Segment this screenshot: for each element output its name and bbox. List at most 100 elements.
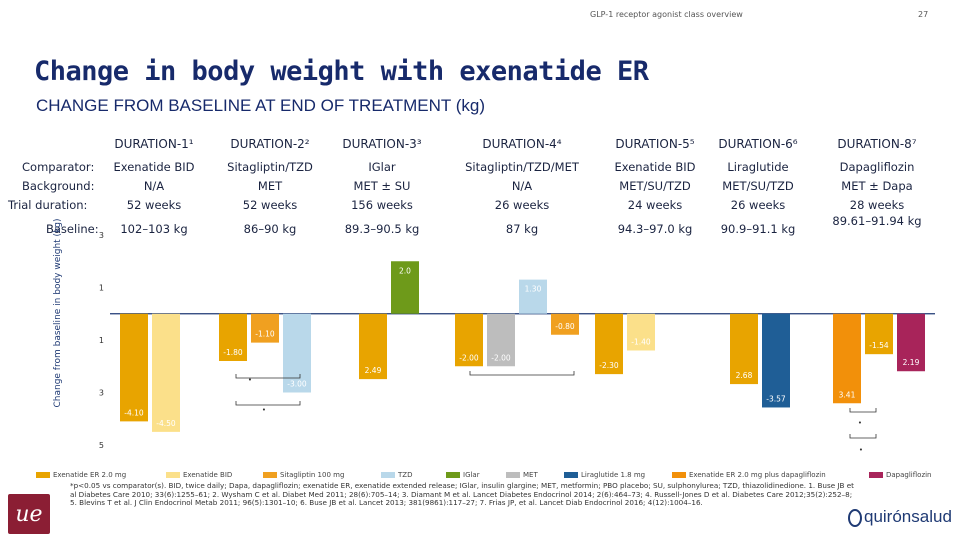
data-label: -2.00 [491, 353, 511, 362]
y-tick-label: 1 [99, 336, 104, 345]
table-cell-background: MET [257, 179, 283, 193]
table-cell-baseline: 102–103 kg [120, 222, 188, 236]
significance-bracket [849, 434, 877, 439]
page-subtitle: CHANGE FROM BASELINE AT END OF TREATMENT… [36, 96, 485, 115]
bar [283, 313, 311, 393]
page-number: 27 [918, 10, 929, 19]
table-cell-comparator: Dapagliflozin [839, 160, 915, 174]
chart-legend: Exenatide ER 2.0 mg Exenatide BID Sitaglip… [36, 471, 936, 481]
table-cell-baseline: 86–90 kg [243, 222, 297, 236]
quironsalud-logo-icon [848, 508, 862, 527]
legend-swatch [263, 472, 277, 478]
row-label-background: Background: [22, 179, 95, 193]
table-cell-comparator: Sitagliptin/TZD/MET [465, 160, 579, 174]
table-cell-background: MET ± SU [353, 179, 411, 193]
significance-marker: • [859, 446, 863, 454]
bar [120, 313, 148, 422]
legend-swatch [446, 472, 460, 478]
bar [359, 313, 387, 380]
legend-swatch [506, 472, 520, 478]
table-cell-duration: 52 weeks [242, 198, 298, 212]
y-tick-label: 1 [99, 284, 104, 293]
data-label: -1.40 [631, 338, 651, 347]
legend-item: Exenatide BID [166, 471, 232, 479]
significance-marker: • [262, 406, 266, 414]
table-cell-name: DURATION-6⁶ [718, 137, 798, 151]
quironsalud-logo: quirónsalud [848, 507, 952, 527]
legend-swatch [36, 472, 50, 478]
legend-swatch [672, 472, 686, 478]
header-subject: GLP-1 receptor agonist class overview [590, 10, 743, 19]
legend-label: Exenatide ER 2.0 mg plus dapagliflozin [689, 471, 826, 479]
legend-label: Sitagliptin 100 mg [280, 471, 345, 479]
table-cell-comparator: IGlar [368, 160, 396, 174]
row-label-trial-duration: Trial duration: [8, 198, 88, 212]
bar [487, 313, 515, 367]
data-label: -1.10 [255, 330, 275, 339]
bar [762, 313, 790, 408]
bar [627, 313, 655, 351]
table-cell-comparator: Exenatide BID [113, 160, 195, 174]
significance-bracket [235, 374, 301, 379]
table-cell-duration: 26 weeks [730, 198, 786, 212]
table-cell-background: MET ± Dapa [841, 179, 913, 193]
bar [152, 313, 180, 432]
data-label: -4.10 [124, 408, 144, 417]
table-cell-baseline: 94.3–97.0 kg [617, 222, 693, 236]
legend-item: Liraglutide 1.8 mg [564, 471, 645, 479]
legend-swatch [869, 472, 883, 478]
data-label: 1.30 [525, 285, 542, 294]
table-cell-background: N/A [143, 179, 165, 193]
bar [865, 313, 893, 355]
significance-bracket [849, 408, 877, 413]
table-cell-background: MET/SU/TZD [619, 179, 691, 193]
data-label: -2.00 [459, 353, 479, 362]
y-tick-label: 5 [99, 441, 104, 450]
table-cell-baseline: 87 kg [505, 222, 539, 236]
data-label: -3.57 [766, 394, 786, 403]
table-cell-duration: 26 weeks [494, 198, 550, 212]
table-cell-background: MET/SU/TZD [722, 179, 794, 193]
significance-bracket [235, 401, 301, 406]
y-tick-label: 3 [99, 389, 104, 398]
legend-swatch [381, 472, 395, 478]
legend-item: Exenatide ER 2.0 mg plus dapagliflozin [672, 471, 826, 479]
bar [251, 313, 279, 343]
table-cell-comparator: Exenatide BID [614, 160, 696, 174]
data-label: 2.0 [399, 266, 411, 275]
table-cell-baseline: 90.9–91.1 kg [720, 222, 796, 236]
bar [519, 279, 547, 314]
legend-label: Dapagliflozin [886, 471, 932, 479]
legend-item: TZD [381, 471, 412, 479]
bar [391, 261, 419, 314]
quironsalud-logo-text: quirónsalud [864, 507, 952, 526]
y-tick-label: 3 [99, 231, 104, 240]
table-cell-baseline: 89.61–91.94 kg [832, 214, 922, 228]
table-cell-name: DURATION-4⁴ [482, 137, 562, 151]
table-cell-baseline: 89.3–90.5 kg [344, 222, 420, 236]
data-label: -2.30 [599, 361, 619, 370]
footnote-references: *p<0.05 vs comparator(s). BID, twice dai… [70, 481, 854, 508]
legend-swatch [564, 472, 578, 478]
significance-bracket [469, 371, 575, 376]
significance-marker: • [248, 376, 252, 384]
legend-label: Exenatide ER 2.0 mg [53, 471, 127, 479]
row-label-baseline: Baseline: [46, 222, 99, 236]
legend-item: Exenatide ER 2.0 mg [36, 471, 126, 479]
data-label: 2.68 [736, 371, 753, 380]
data-label: -4.50 [156, 419, 176, 428]
table-cell-duration: 52 weeks [126, 198, 182, 212]
data-label: 3.41 [839, 390, 856, 399]
bar [455, 313, 483, 367]
row-label-comparator: Comparator: [22, 160, 95, 174]
data-label: 2.19 [903, 358, 920, 367]
bar [595, 313, 623, 375]
legend-label: Exenatide BID [183, 471, 233, 479]
table-cell-name: DURATION-2² [230, 137, 310, 151]
table-cell-background: N/A [511, 179, 533, 193]
table-cell-comparator: Sitagliptin/TZD [227, 160, 313, 174]
bar [219, 313, 247, 361]
legend-item: Sitagliptin 100 mg [263, 471, 344, 479]
data-label: -0.80 [555, 322, 575, 331]
bar [897, 313, 925, 372]
